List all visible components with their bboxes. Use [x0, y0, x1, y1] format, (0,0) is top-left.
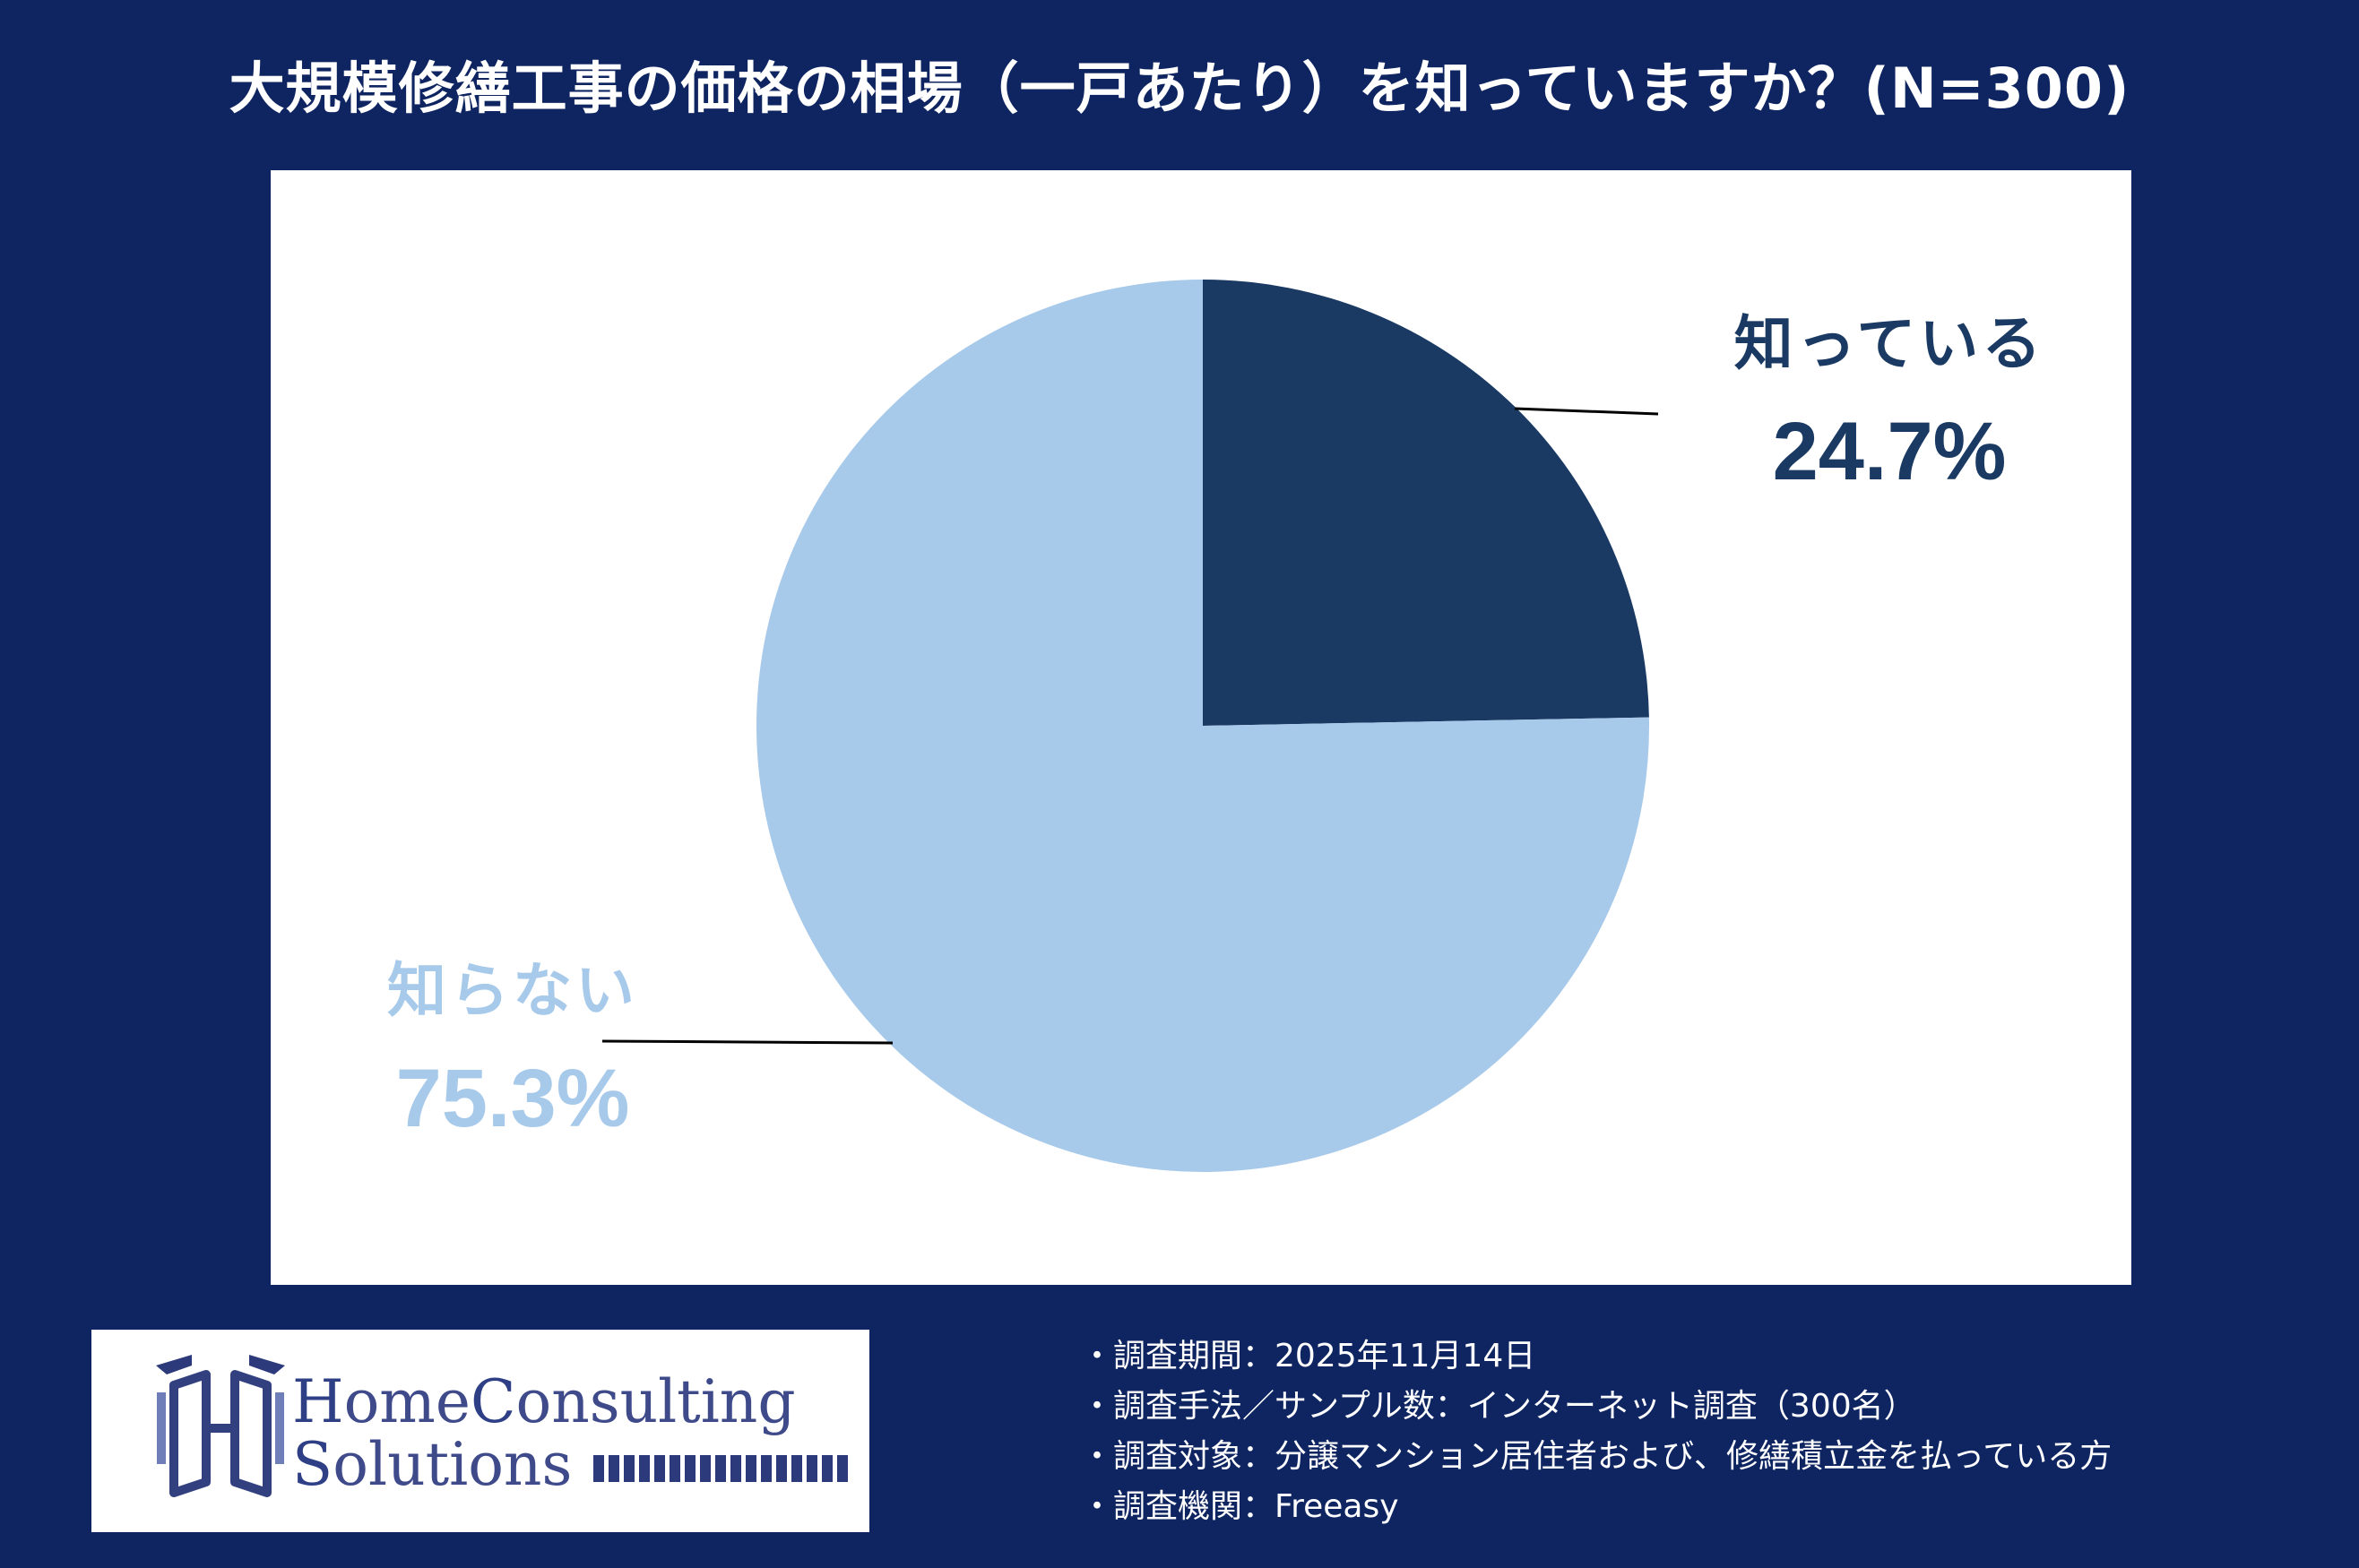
logo-stripe — [639, 1455, 650, 1482]
logo-stripe — [700, 1455, 711, 1482]
logo-stripe — [715, 1455, 726, 1482]
logo-stripe — [776, 1455, 787, 1482]
logo-stripe — [670, 1455, 680, 1482]
slice-value-unknown: 75.3% — [395, 1053, 630, 1144]
logo-stripe — [593, 1455, 604, 1482]
pie-slice-unknown — [756, 280, 1649, 1173]
leader-line-unknown — [601, 1039, 894, 1045]
note-period: ・調査期間：2025年11月14日 — [1081, 1338, 1536, 1374]
chart-title: 大規模修繕工事の価格の相場（一戸あたり）を知っていますか？(N=300) — [229, 56, 2130, 121]
company-logo: HomeConsulting Solutions — [91, 1330, 869, 1532]
logo-stripe — [654, 1455, 665, 1482]
logo-stripe — [730, 1455, 741, 1482]
note-target: ・調査対象：分譲マンション居住者および、修繕積立金を払っている方 — [1081, 1438, 2113, 1475]
slice-label-known: 知っている 24.7% — [1701, 296, 2078, 499]
note-method: ・調査手法／サンプル数：インターネット調査（300名） — [1081, 1388, 1916, 1425]
logo-stripe — [761, 1455, 772, 1482]
logo-stripe — [837, 1455, 848, 1482]
logo-stripe — [685, 1455, 696, 1482]
logo-stripe — [807, 1455, 817, 1482]
hcs-logo-mark — [156, 1355, 848, 1497]
logo-text-line1: HomeConsulting — [292, 1367, 796, 1436]
note-agency: ・調査機関：Freeasy — [1081, 1488, 1399, 1525]
survey-notes: ・調査期間：2025年11月14日 ・調査手法／サンプル数：インターネット調査（… — [1081, 1331, 2112, 1532]
leader-line-known — [1514, 407, 1659, 416]
slice-name-known: 知っている — [1733, 309, 2045, 378]
chart-panel: 知っている 24.7% 知らない 75.3% — [271, 170, 2131, 1285]
logo-stripe — [746, 1455, 756, 1482]
pie-slice-known — [1203, 280, 1649, 726]
logo-stripe — [822, 1455, 833, 1482]
slice-name-unknown: 知らない — [387, 956, 638, 1025]
slice-label-unknown: 知らない 75.3% — [324, 943, 701, 1146]
slice-value-known: 24.7% — [1772, 406, 2007, 497]
pie-chart — [601, 280, 1659, 1173]
logo-text-line2: Solutions — [292, 1430, 573, 1499]
logo-stripe — [624, 1455, 635, 1482]
logo-stripe — [791, 1455, 802, 1482]
logo-stripe — [609, 1455, 619, 1482]
